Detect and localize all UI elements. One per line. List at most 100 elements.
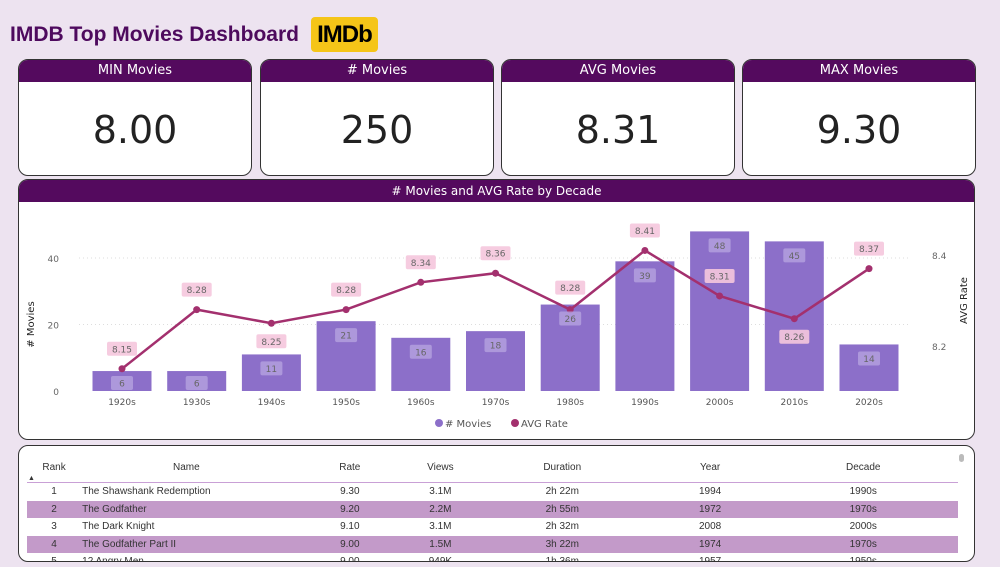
bar-data-label-bg (185, 376, 208, 390)
kpi-value: 8.31 (575, 108, 661, 152)
bar-data-label: 11 (266, 365, 277, 375)
bar-data-label: 21 (340, 332, 351, 342)
cell-rank: 2 (27, 500, 82, 518)
x-tick-label: 2000s (706, 398, 734, 408)
cell-views: 2.2M (408, 500, 473, 518)
bar-data-label: 6 (119, 380, 125, 390)
rate-data-label-bg (107, 341, 137, 356)
cell-name: The Godfather Part II (81, 535, 292, 553)
cell-name: 12 Angry Men (82, 556, 144, 562)
column-header-year[interactable]: Year (651, 452, 769, 483)
rate-data-label-bg (331, 282, 362, 297)
column-header-views[interactable]: Views (408, 452, 473, 483)
x-tick-label: 1950s (332, 398, 360, 408)
cell-name: The Shawshank Redemption (82, 486, 211, 498)
kpi-label: MAX Movies (743, 60, 975, 82)
bar-data-label-bg (633, 268, 656, 283)
bar (615, 261, 675, 391)
bar-data-label-bg (409, 344, 432, 359)
table-row[interactable]: 3 The Dark Knight 9.10 3.1M 2h 32m 2008 2000s (27, 518, 958, 536)
y2-tick-label: 8.2 (932, 343, 946, 353)
bar-data-label: 14 (863, 355, 875, 365)
avg-rate-point (566, 306, 574, 314)
y2-tick-label: 8.4 (932, 252, 947, 262)
avg-rate-point (193, 306, 201, 314)
x-tick-label: 1960s (407, 398, 435, 408)
kpi-min: MIN Movies 8.00 (18, 59, 252, 176)
avg-rate-point (641, 246, 649, 254)
rate-data-label-bg (779, 329, 810, 344)
kpi-value: 9.30 (816, 108, 902, 152)
x-tick-label: 1930s (183, 398, 211, 408)
sort-ascending-icon[interactable]: ▲ (28, 475, 35, 482)
cell-decade: 2000s (849, 521, 877, 533)
cell-name: The Godfather (81, 500, 292, 518)
bar-data-label-bg (858, 351, 880, 366)
cell-year: 1974 (651, 535, 769, 553)
x-tick-label: 1940s (258, 398, 286, 408)
column-label: Duration (543, 461, 582, 473)
cell-rank: 4 (27, 535, 82, 553)
y-tick-label: 20 (48, 322, 60, 332)
bar-data-label-bg (783, 248, 806, 263)
column-header-rate[interactable]: Rate (291, 452, 409, 483)
avg-rate-point (417, 278, 425, 286)
rate-data-label: 8.37 (859, 245, 879, 255)
x-tick-label: 1920s (108, 398, 136, 408)
cell-rank: 3 (51, 521, 57, 533)
cell-year: 1994 (698, 486, 722, 498)
table-row[interactable]: 4 The Godfather Part II 9.00 1.5M 3h 22m 1974… (27, 535, 958, 553)
table-row[interactable]: 1 The Shawshank Redemption 9.30 3.1M 2h 22m 1… (27, 483, 958, 501)
legend-rate-label: AVG Rate (521, 419, 568, 430)
bar-data-label: 48 (714, 242, 726, 252)
movies-table-card: Rank ▲ Name Rate Views Duration Year Decade 1 The… (18, 445, 975, 562)
chart-title: # Movies and AVG Rate by Decade (19, 180, 974, 202)
rate-data-label: 8.28 (187, 286, 207, 296)
rate-data-label: 8.15 (112, 345, 132, 355)
x-tick-label: 2020s (855, 398, 883, 408)
legend-movies-marker (435, 419, 443, 427)
bar-data-label: 16 (415, 348, 427, 358)
cell-decade: 1970s (768, 535, 958, 553)
column-header-duration[interactable]: Duration (472, 452, 652, 483)
decade-chart-card: # Movies and AVG Rate by Decade 0 20 40 8.2… (18, 179, 975, 440)
table-row[interactable]: 5 12 Angry Men 9.00 949K 1h 36m 1957 1950s (27, 553, 958, 562)
bar-data-label-bg (111, 376, 133, 390)
bar-data-label-bg (335, 328, 358, 343)
bar-data-label: 39 (639, 272, 651, 282)
kpi-label: MIN Movies (19, 60, 251, 82)
cell-duration: 3h 22m (472, 535, 652, 553)
cell-rank: 1 (51, 486, 57, 498)
rate-data-label: 8.34 (411, 259, 431, 269)
kpi-max: MAX Movies 9.30 (742, 59, 976, 176)
cell-rate: 9.30 (340, 486, 360, 498)
avg-rate-point (492, 269, 499, 277)
cell-decade: 1950s (849, 556, 877, 562)
rate-data-label: 8.41 (635, 227, 655, 237)
rate-data-label: 8.36 (485, 250, 505, 260)
scrollbar[interactable] (959, 454, 964, 462)
rate-data-label-bg (405, 255, 436, 270)
column-header-decade[interactable]: Decade (768, 452, 958, 483)
y-tick-label: 40 (48, 255, 60, 265)
y2-axis-title: AVG Rate (959, 277, 970, 324)
cell-year: 1957 (698, 556, 722, 562)
cell-views: 949K (428, 556, 453, 562)
bar (690, 231, 750, 391)
rate-data-label-bg (555, 280, 586, 295)
kpi-count: # Movies 250 (260, 59, 494, 176)
column-label: Views (427, 461, 454, 473)
cell-duration: 2h 32m (545, 521, 579, 533)
table-row[interactable]: 2 The Godfather 9.20 2.2M 2h 55m 1972 1970s (27, 500, 958, 518)
column-label: Name (172, 461, 200, 473)
column-header-name[interactable]: Name (81, 452, 292, 483)
kpi-label: AVG Movies (502, 60, 734, 82)
rate-data-label: 8.28 (336, 286, 356, 296)
bar-data-label: 26 (564, 315, 576, 325)
column-label: Decade (845, 461, 881, 473)
bar-data-label-bg (708, 238, 731, 253)
movies-table: Rank ▲ Name Rate Views Duration Year Decade 1 The… (27, 452, 958, 562)
rate-data-label-bg (181, 282, 212, 297)
column-header-rank[interactable]: Rank ▲ (27, 452, 82, 483)
x-tick-label: 1980s (556, 398, 584, 408)
